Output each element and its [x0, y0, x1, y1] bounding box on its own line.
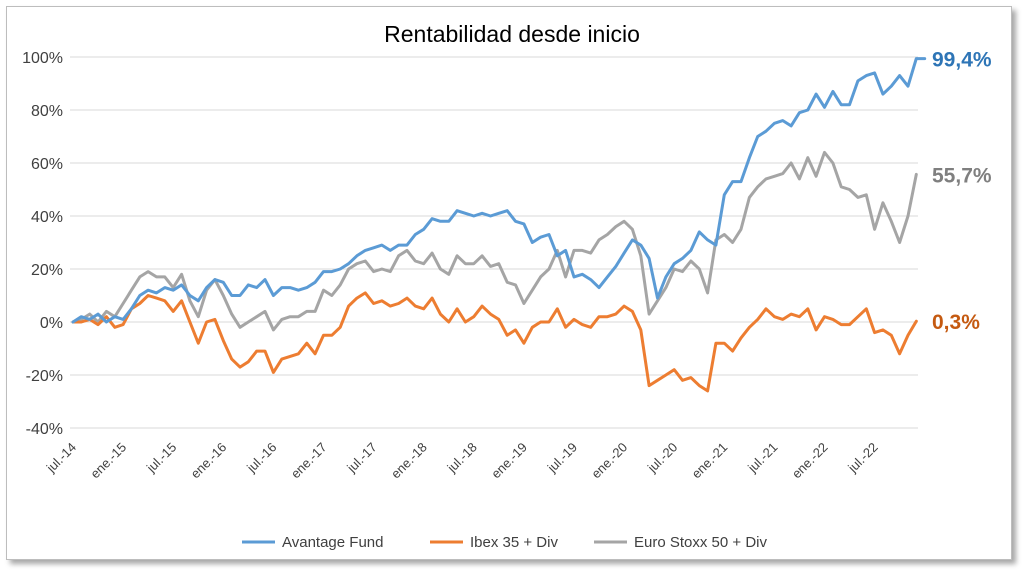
x-tick-label: ene.-17 — [288, 440, 330, 482]
y-tick-label: -40% — [26, 421, 63, 438]
x-tick-label: jul.-20 — [644, 440, 680, 476]
series-line-0 — [71, 57, 927, 324]
x-tick-label: ene.-15 — [87, 440, 129, 482]
x-tick-label: ene.-20 — [588, 440, 630, 482]
x-tick-label: ene.-19 — [488, 440, 530, 482]
end-label-0: 99,4% — [932, 49, 992, 72]
legend-label: Avantage Fund — [282, 534, 383, 551]
y-tick-label: 0% — [40, 315, 63, 332]
x-tick-label: jul.-15 — [143, 440, 179, 476]
series-line-1 — [71, 291, 918, 393]
series-line-2 — [71, 150, 918, 332]
x-tick-label: jul.-17 — [343, 440, 379, 476]
y-tick-label: -20% — [26, 368, 63, 385]
x-tick-label: ene.-18 — [388, 440, 430, 482]
x-tick-label: jul.-22 — [844, 440, 880, 476]
x-tick-label: ene.-21 — [689, 440, 731, 482]
x-tick-label: ene.-22 — [789, 440, 831, 482]
x-tick-label: ene.-16 — [188, 440, 230, 482]
legend-label: Euro Stoxx 50 + Div — [634, 534, 767, 551]
legend-label: Ibex 35 + Div — [470, 534, 558, 551]
x-tick-label: jul.-21 — [744, 440, 780, 476]
x-axis: jul.-14 ene.-15 jul.-15 ene.-16 jul.-16 ene.-… — [43, 440, 881, 482]
x-tick-label: jul.-16 — [243, 440, 279, 476]
y-tick-label: 100% — [22, 50, 63, 67]
y-tick-label: 20% — [31, 262, 63, 279]
x-tick-label: jul.-19 — [544, 440, 580, 476]
end-label-1: 0,3% — [932, 311, 980, 334]
series-group — [71, 57, 927, 393]
y-tick-label: 60% — [31, 156, 63, 173]
x-tick-label: jul.-14 — [43, 440, 79, 476]
chart-title: Rentabilidad desde inicio — [384, 21, 640, 47]
end-label-2: 55,7% — [932, 164, 992, 187]
legend: Avantage Fund Ibex 35 + Div Euro Stoxx 50 … — [242, 534, 767, 551]
y-axis: 100% 80% 60% 40% 20% 0% -20% -40% — [22, 50, 63, 438]
y-tick-label: 80% — [31, 103, 63, 120]
y-tick-label: 40% — [31, 209, 63, 226]
grid — [70, 56, 918, 429]
x-tick-label: jul.-18 — [444, 440, 480, 476]
end-labels: 99,4% 0,3% 55,7% — [932, 49, 992, 335]
